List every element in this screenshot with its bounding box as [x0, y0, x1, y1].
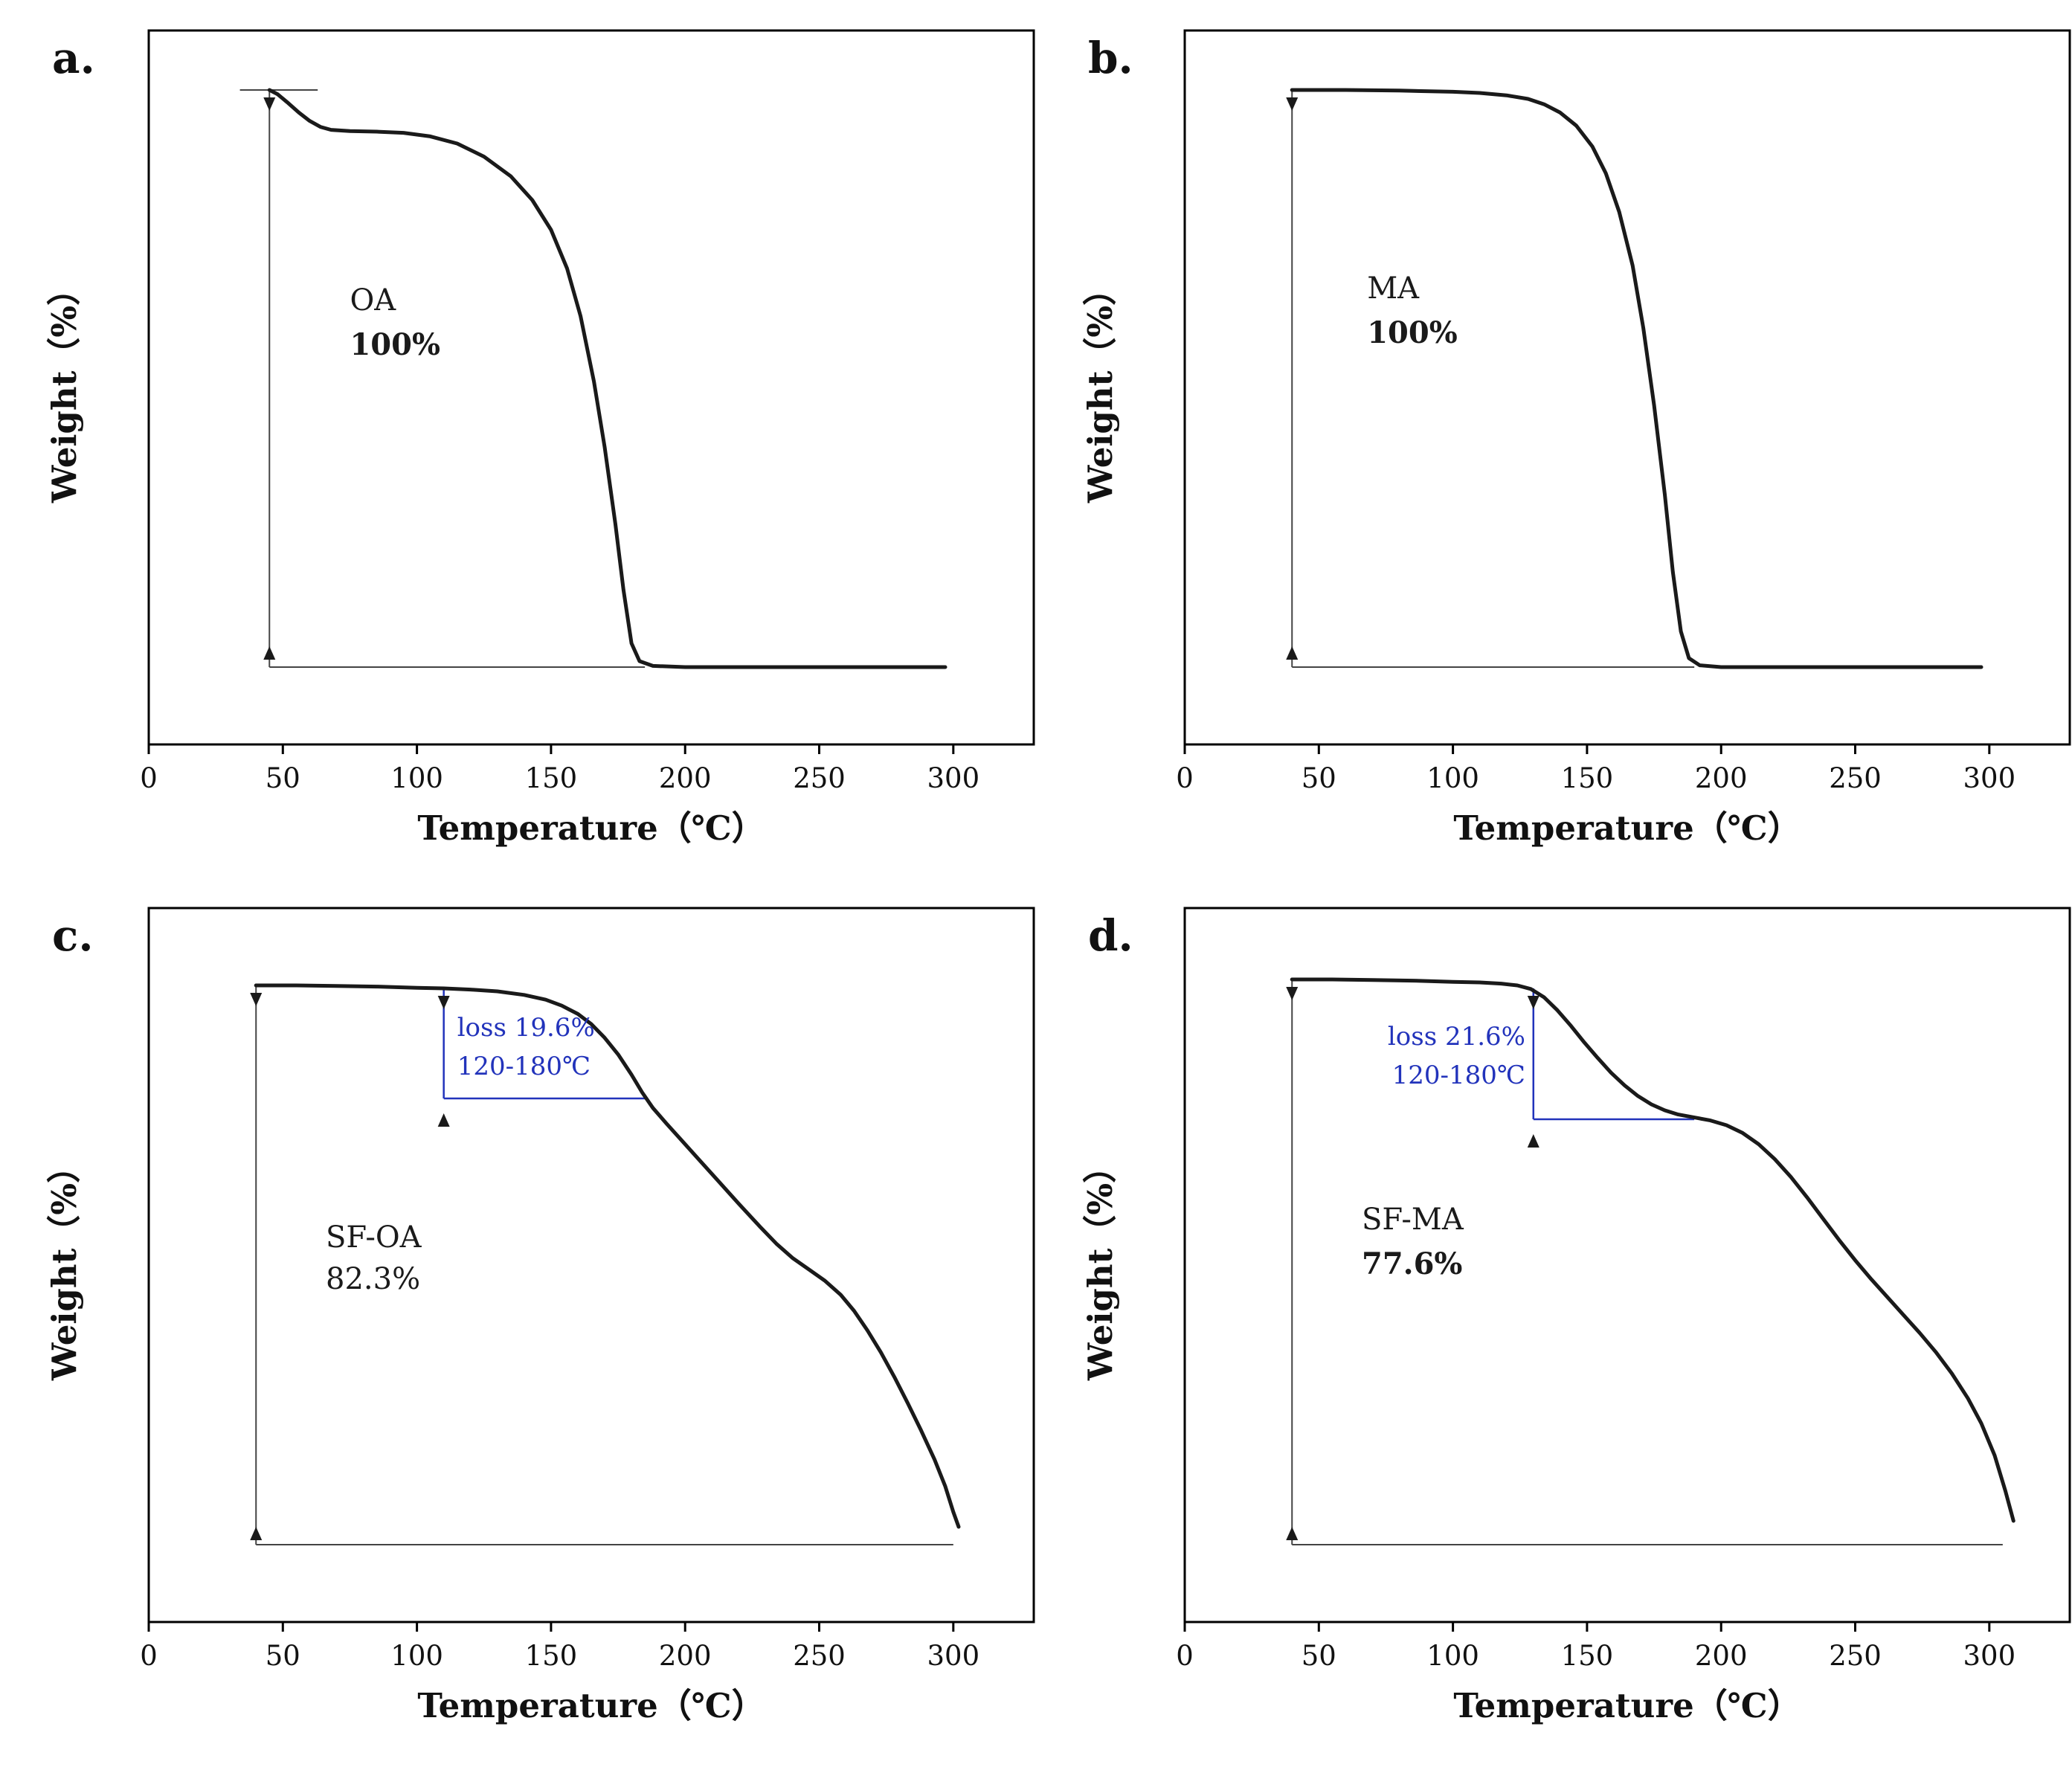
- tga-chart-sf-ma: d. 0 50 100 150 200 250 300 Temperature（℃） Weight…: [1066, 889, 2072, 1767]
- tga-chart-sf-oa: c. 0 50 100 150 200 250 300 Temperature（℃） Weight…: [30, 889, 1066, 1767]
- x-tick-label: 50: [1302, 1640, 1336, 1672]
- plot-frame: [1183, 907, 2071, 1623]
- x-tick-label: 250: [1829, 1640, 1882, 1672]
- arrow-down-icon: [1527, 996, 1539, 1009]
- x-tick-label: 0: [140, 762, 158, 794]
- annotation-text: SF-MA: [1362, 1203, 1464, 1237]
- arrow-down-icon: [437, 996, 450, 1009]
- x-tick-label: 200: [1695, 762, 1748, 794]
- annotation-text: MA: [1367, 271, 1420, 306]
- x-tick-label: 150: [525, 762, 578, 794]
- x-tick-label: 250: [793, 762, 846, 794]
- tga-curve-d: [1290, 977, 2015, 1523]
- tga-chart-ma: b. 0 50 100 150 200 250 300 Temperature（℃） Weight…: [1066, 12, 2072, 889]
- tga-chart-oa: a. 0 50 100 150 200 250 300 Temperature（℃） Weight…: [30, 12, 1066, 889]
- y-axis-label: Weight（%）: [45, 272, 84, 503]
- arrow-up-icon: [1286, 646, 1299, 660]
- plot-frame: [1183, 29, 2071, 746]
- x-tick-label: 150: [1561, 762, 1614, 794]
- annotation-text: 100%: [1367, 315, 1458, 350]
- x-tick-label: 200: [1695, 1640, 1748, 1672]
- arrow-down-icon: [1286, 97, 1299, 111]
- x-tick-label: 0: [140, 1640, 158, 1672]
- plot-frame: [147, 907, 1035, 1623]
- x-tick-label: 200: [659, 1640, 712, 1672]
- arrow-down-icon: [250, 993, 263, 1006]
- y-axis-label: Weight（%）: [1081, 272, 1120, 503]
- x-tick-label: 50: [266, 1640, 300, 1672]
- x-tick-label: 200: [659, 762, 712, 794]
- x-tick-label: 250: [1829, 762, 1882, 794]
- x-tick-label: 100: [1426, 762, 1479, 794]
- tga-plot-a: a. 0 50 100 150 200 250 300 Temperature（℃） Weight…: [45, 29, 1035, 848]
- tga-curve-b: [1290, 88, 1983, 669]
- arrow-up-icon: [1286, 1527, 1299, 1540]
- panel-label-d: d.: [1088, 910, 1133, 961]
- annotation-text: loss 21.6%: [1388, 1022, 1525, 1052]
- x-tick-label: 100: [390, 1640, 443, 1672]
- x-axis-label: Temperature（℃）: [417, 808, 765, 848]
- arrow-up-icon: [437, 1113, 450, 1127]
- x-axis-label: Temperature（℃）: [1453, 808, 1801, 848]
- tga-curve-a: [267, 88, 947, 669]
- tga-plot-b: b. 0 50 100 150 200 250 300 Temperature（℃） Weight…: [1081, 29, 2071, 848]
- annotation-text: 120-180℃: [1392, 1061, 1525, 1090]
- tga-plot-c: c. 0 50 100 150 200 250 300 Temperature（℃） Weight…: [45, 907, 1035, 1725]
- x-tick-label: 0: [1176, 762, 1194, 794]
- x-tick-label: 50: [1302, 762, 1336, 794]
- panel-label-b: b.: [1088, 33, 1133, 83]
- x-tick-label: 300: [1963, 762, 2016, 794]
- x-axis-label: Temperature（℃）: [1453, 1686, 1801, 1725]
- panel-b: b. 0 50 100 150 200 250 300 Temperature（℃） Weight…: [1066, 12, 2072, 889]
- y-axis-label: Weight（%）: [1081, 1150, 1120, 1381]
- annotation-text: 120-180℃: [457, 1052, 591, 1081]
- x-tick-label: 300: [927, 762, 980, 794]
- arrow-down-icon: [263, 97, 276, 111]
- panel-label-c: c.: [52, 910, 94, 961]
- x-tick-label: 0: [1176, 1640, 1194, 1672]
- panel-label-a: a.: [52, 33, 95, 83]
- tga-plot-d: d. 0 50 100 150 200 250 300 Temperature（℃） Weight…: [1081, 907, 2071, 1725]
- panel-d: d. 0 50 100 150 200 250 300 Temperature（℃） Weight…: [1066, 889, 2072, 1767]
- x-tick-label: 100: [390, 762, 443, 794]
- x-tick-label: 100: [1426, 1640, 1479, 1672]
- annotation-text: OA: [350, 283, 396, 318]
- y-axis-label: Weight（%）: [45, 1150, 84, 1381]
- x-tick-label: 150: [1561, 1640, 1614, 1672]
- x-tick-label: 250: [793, 1640, 846, 1672]
- panel-c: c. 0 50 100 150 200 250 300 Temperature（℃） Weight…: [30, 889, 1066, 1767]
- x-tick-label: 300: [1963, 1640, 2016, 1672]
- annotation-text: 77.6%: [1362, 1246, 1462, 1281]
- arrow-up-icon: [250, 1527, 263, 1540]
- tga-curve-c: [254, 983, 961, 1529]
- annotation-text: 100%: [350, 327, 440, 362]
- arrow-up-icon: [1527, 1134, 1539, 1148]
- annotation-text: loss 19.6%: [457, 1013, 595, 1043]
- plot-frame: [147, 29, 1035, 746]
- annotation-text: SF-OA: [326, 1220, 422, 1255]
- x-axis-label: Temperature（℃）: [417, 1686, 765, 1725]
- x-tick-label: 50: [266, 762, 300, 794]
- annotation-text: 82.3%: [326, 1262, 420, 1296]
- panel-a: a. 0 50 100 150 200 250 300 Temperature（℃） Weight…: [30, 12, 1066, 889]
- x-tick-label: 150: [525, 1640, 578, 1672]
- x-tick-label: 300: [927, 1640, 980, 1672]
- arrow-down-icon: [1286, 987, 1299, 1000]
- arrow-up-icon: [263, 646, 276, 660]
